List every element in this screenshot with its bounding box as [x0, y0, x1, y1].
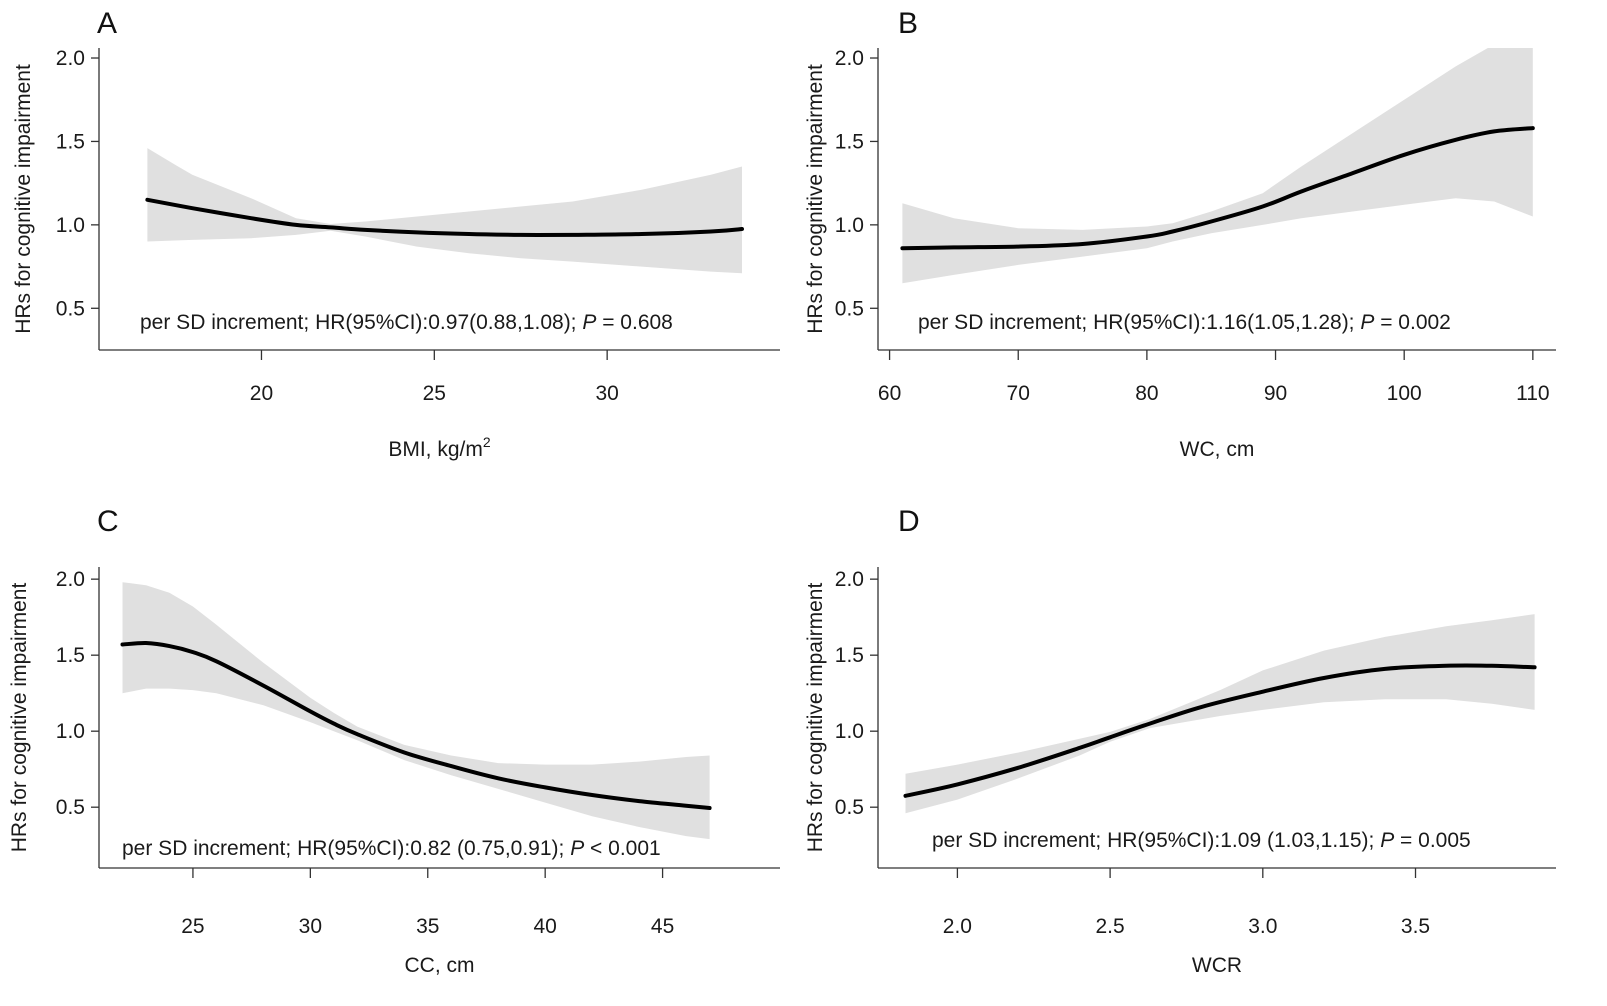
confidence-band [147, 148, 742, 274]
x-tick-label: 100 [1387, 382, 1422, 405]
y-tick-label: 1.0 [835, 720, 864, 743]
y-tick-label: 2.0 [56, 568, 85, 591]
p-value: = 0.002 [1374, 311, 1450, 334]
x-tick-label: 35 [416, 915, 439, 938]
x-tick-label: 60 [878, 382, 901, 405]
y-tick-label: 2.0 [835, 47, 864, 70]
x-tick-label: 20 [250, 382, 273, 405]
y-axis-label: HRs for cognitive impairment [8, 583, 31, 853]
x-axis-label: BMI, kg/m2 [388, 434, 491, 461]
hr-curve [120, 640, 712, 810]
p-value: = 0.005 [1394, 829, 1470, 852]
y-axis-label: HRs for cognitive impairment [12, 64, 35, 334]
x-tick-label: 70 [1007, 382, 1030, 405]
y-tick-label: 0.5 [835, 297, 864, 320]
x-tick-label: 40 [533, 915, 556, 938]
x-tick-label: 25 [181, 915, 204, 938]
confidence-band [905, 614, 1535, 814]
panel-a: A 0.5 1.0 1.5 2.0 20 25 30 HRs for cognitive imp… [12, 7, 780, 461]
annotation-text: per SD increment; HR(95%CI):0.97(0.88,1.… [140, 311, 582, 334]
hr-annotation: per SD increment; HR(95%CI):0.97(0.88,1.… [140, 311, 673, 334]
y-tick-label: 1.0 [56, 720, 85, 743]
confidence-band [902, 48, 1533, 284]
p-label: P [1360, 311, 1374, 334]
y-tick-label: 2.0 [56, 47, 85, 70]
y-tick-label: 0.5 [56, 796, 85, 819]
panel-letter: C [97, 505, 119, 538]
x-tick-label: 110 [1516, 382, 1549, 405]
y-tick-label: 1.5 [835, 130, 864, 153]
x-tick-label: 30 [299, 915, 322, 938]
x-tick-label: 3.0 [1248, 915, 1277, 938]
x-tick-label: 90 [1264, 382, 1287, 405]
y-axis-label: HRs for cognitive impairment [804, 583, 827, 853]
p-label: P [582, 311, 596, 334]
annotation-text: per SD increment; HR(95%CI):1.16(1.05,1.… [918, 311, 1360, 334]
x-axis-label: CC, cm [405, 954, 475, 977]
y-tick-label: 1.0 [56, 214, 85, 237]
x-tick-label: 3.5 [1401, 915, 1430, 938]
p-label: P [570, 837, 584, 860]
panel-letter: A [97, 7, 117, 40]
panel-c: C 0.5 1.0 1.5 2.0 25 30 35 40 45 HRs for cognitive… [8, 505, 780, 977]
hr-annotation: per SD increment; HR(95%CI):0.82 (0.75,0… [122, 837, 661, 860]
annotation-text: per SD increment; HR(95%CI):0.82 (0.75,0… [122, 837, 570, 860]
x-axis-label: WC, cm [1180, 438, 1255, 461]
hr-annotation: per SD increment; HR(95%CI):1.09 (1.03,1… [932, 829, 1471, 852]
y-axis-label: HRs for cognitive impairment [804, 64, 827, 334]
x-tick-label: 2.0 [943, 915, 972, 938]
y-tick-label: 0.5 [835, 796, 864, 819]
y-tick-label: 0.5 [56, 297, 85, 320]
y-tick-label: 1.5 [56, 644, 85, 667]
panel-d: D 0.5 1.0 1.5 2.0 2.0 2.5 3.0 3.5 HRs for cogniti… [804, 505, 1556, 977]
y-tick-label: 1.5 [835, 644, 864, 667]
x-axis-label: WCR [1192, 954, 1242, 977]
panel-letter: D [898, 505, 920, 538]
x-axis-label-superscript: 2 [483, 434, 491, 450]
x-tick-label: 45 [651, 915, 674, 938]
x-tick-label: 80 [1135, 382, 1158, 405]
hr-curve [145, 197, 744, 237]
y-tick-label: 2.0 [835, 568, 864, 591]
hr-annotation: per SD increment; HR(95%CI):1.16(1.05,1.… [918, 311, 1451, 334]
p-value: = 0.608 [596, 311, 672, 334]
hr-curve [900, 126, 1535, 251]
y-tick-label: 1.0 [835, 214, 864, 237]
p-label: P [1380, 829, 1394, 852]
x-tick-label: 30 [595, 382, 618, 405]
panel-letter: B [898, 7, 918, 40]
x-tick-label: 2.5 [1096, 915, 1125, 938]
x-tick-label: 25 [423, 382, 446, 405]
panel-b: B 0.5 1.0 1.5 2.0 60 70 80 90 100 110 HRs for cogni… [804, 7, 1556, 461]
p-value: < 0.001 [584, 837, 660, 860]
y-tick-label: 1.5 [56, 130, 85, 153]
hr-curve [903, 663, 1537, 798]
confidence-band [122, 582, 710, 840]
annotation-text: per SD increment; HR(95%CI):1.09 (1.03,1… [932, 829, 1380, 852]
